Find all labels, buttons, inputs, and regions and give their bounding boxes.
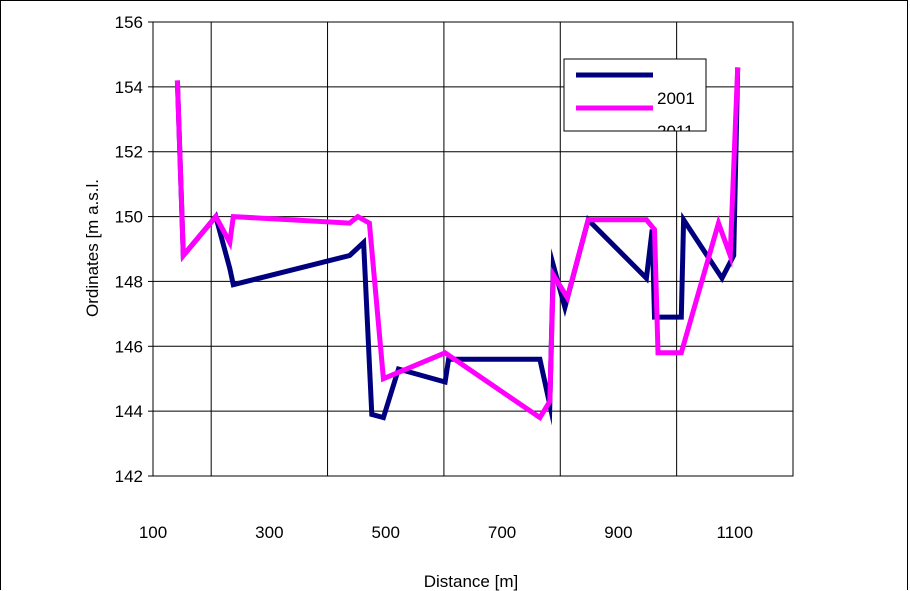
- x-tick-label: 100: [139, 523, 167, 542]
- x-axis-title: Distance [m]: [424, 572, 518, 591]
- series-line-2001: [174, 67, 741, 426]
- x-axis-ticks: 100 300 500 700 900 1100: [139, 523, 753, 542]
- x-tick-label: 1100: [717, 523, 754, 542]
- legend-label-2001: 2001: [657, 89, 695, 108]
- x-tick-label: 700: [488, 523, 516, 542]
- series-lines: [174, 67, 741, 426]
- y-tick-label: 146: [115, 337, 143, 356]
- y-tick-label: 156: [115, 13, 143, 32]
- x-tick-label: 900: [604, 523, 632, 542]
- series-line-2011: [174, 67, 741, 422]
- x-tick-label: 500: [372, 523, 400, 542]
- y-axis-title: Ordinates [m a.s.l.: [83, 179, 102, 317]
- y-tick-label: 154: [115, 78, 143, 97]
- legend-box: [563, 58, 707, 132]
- y-tick-label: 148: [115, 272, 143, 291]
- y-axis-ticks: 142 144 146 148 150 152 154 156: [115, 13, 143, 486]
- x-tick-label: 300: [255, 523, 283, 542]
- plot-border: [152, 21, 794, 477]
- y-tick-label: 150: [115, 208, 143, 227]
- y-tick-label: 144: [115, 402, 143, 421]
- grid: [148, 21, 794, 477]
- legend: 2001 2011: [563, 58, 707, 141]
- legend-label-2011: 2011: [657, 122, 694, 141]
- y-tick-label: 142: [115, 467, 143, 486]
- y-tick-label: 152: [115, 143, 143, 162]
